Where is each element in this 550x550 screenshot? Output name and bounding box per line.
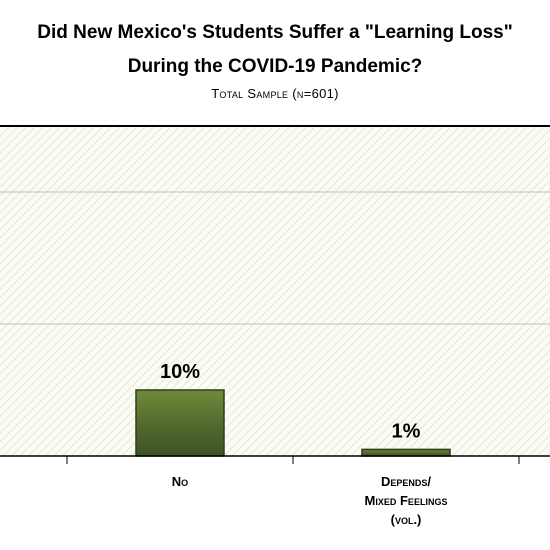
bar-1 xyxy=(361,448,451,457)
category-label-0: No xyxy=(80,472,280,491)
x-axis-ticks xyxy=(66,456,520,464)
category-label-line: No xyxy=(171,474,189,489)
data-labels: 10% 1% xyxy=(160,361,421,442)
chart-subtitle: Total Sample (n=601) xyxy=(211,86,339,101)
data-label-1: 1% xyxy=(392,420,421,442)
data-label-0: 10% xyxy=(160,361,200,383)
category-label-1: Depends/Mixed Feelings (vol.) xyxy=(306,472,506,529)
plot-background xyxy=(0,126,550,456)
category-label-line: Depends/ xyxy=(380,474,431,489)
category-label-line: (vol.) xyxy=(390,512,422,527)
bar-0 xyxy=(135,389,225,457)
chart-title-line-2: During the COVID-19 Pandemic? xyxy=(127,56,423,77)
chart-title-line-1: Did New Mexico's Students Suffer a "Lear… xyxy=(37,22,513,43)
gridlines xyxy=(0,191,550,325)
category-label-line: Mixed Feelings xyxy=(364,493,448,508)
